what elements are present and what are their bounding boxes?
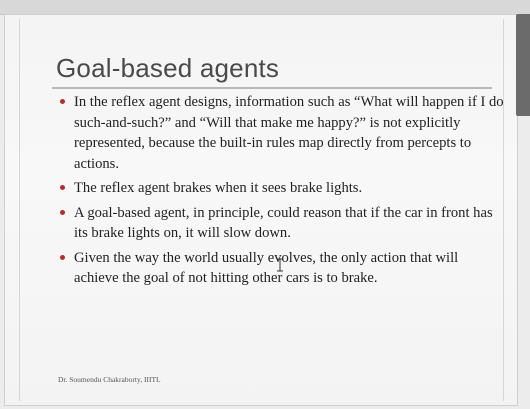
bullet-dot-icon [60,185,65,190]
scrollbar-handle[interactable] [516,14,530,116]
bullet-dot-icon [60,99,65,104]
bullet-item: In the reflex agent designs, information… [60,92,505,174]
bullet-text: In the reflex agent designs, information… [74,94,504,172]
slide [4,14,518,406]
title-divider [52,87,492,89]
slide-title: Goal-based agents [56,53,280,83]
bullet-dot-icon [60,209,65,215]
bullet-list: In the reflex agent designs, information… [60,92,505,293]
bullet-dot-icon [60,254,65,260]
text-cursor-icon [277,258,283,272]
bullet-item: A goal-based agent, in principle, could … [60,203,505,244]
viewer-top-bar [0,0,530,15]
bullet-text: A goal-based agent, in principle, could … [74,204,493,242]
bullet-text: Given the way the world usually evolves,… [74,249,459,287]
slide-frame [19,19,504,401]
slide-footer: Dr. Soumendu Chakraborty, IIITL [58,375,161,384]
bullet-item: The reflex agent brakes when it sees bra… [60,178,505,199]
bullet-item: Given the way the world usually evolves,… [60,248,505,289]
bullet-text: The reflex agent brakes when it sees bra… [74,180,363,196]
